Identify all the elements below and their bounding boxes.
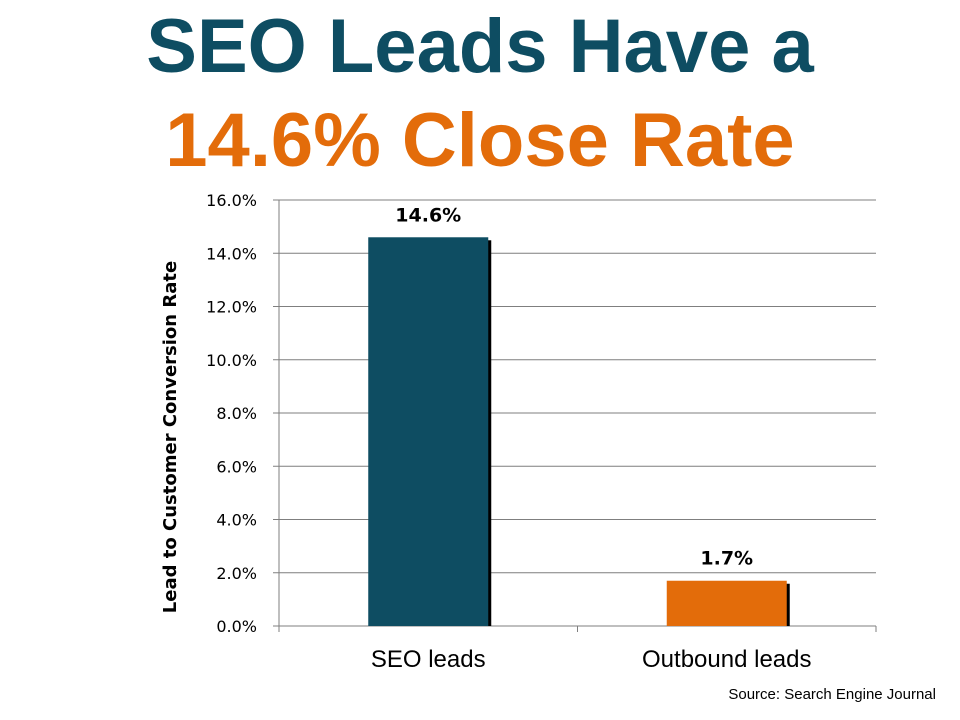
y-tick-label: 2.0% — [216, 564, 257, 583]
y-tick-label: 6.0% — [216, 457, 257, 476]
x-category-label: SEO leads — [371, 646, 486, 673]
y-tick-label: 10.0% — [206, 351, 257, 370]
y-tick-label: 16.0% — [206, 191, 257, 210]
data-label: 1.7% — [700, 548, 753, 570]
axes — [273, 199, 877, 632]
y-tick-label: 4.0% — [216, 511, 257, 530]
title-line-2: 14.6% Close Rate — [165, 98, 795, 183]
title-line-1: SEO Leads Have a — [146, 4, 814, 89]
labels: 0.0% 2.0% 4.0% 6.0% 8.0% 10.0% 12.0% 14.0% 16.0%… — [160, 191, 811, 673]
y-tick-label: 0.0% — [216, 617, 257, 636]
y-axis-title: Lead to Customer Conversion Rate — [160, 261, 181, 613]
y-tick-label: 8.0% — [216, 404, 257, 423]
bar-outbound-leads — [666, 580, 787, 626]
data-label: 14.6% — [395, 204, 461, 226]
y-tick-label: 12.0% — [206, 298, 257, 317]
source-note: Source: Search Engine Journal — [728, 686, 936, 703]
y-tick-label: 14.0% — [206, 244, 257, 263]
x-category-label: Outbound leads — [642, 646, 811, 673]
bars — [368, 237, 790, 626]
bar-seo-leads — [368, 237, 489, 626]
